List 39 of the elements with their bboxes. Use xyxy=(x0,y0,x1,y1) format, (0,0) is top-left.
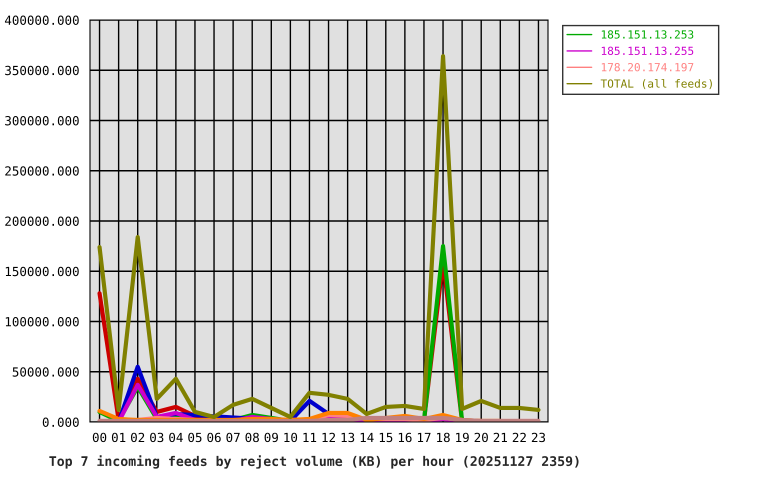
x-tick-label: 02 xyxy=(130,432,144,442)
legend-label: TOTAL (all feeds) xyxy=(600,79,712,90)
x-tick-label: 13 xyxy=(342,432,354,442)
y-tick-label: 100000.000 xyxy=(6,317,79,326)
y-tick-label: 350000.000 xyxy=(5,66,79,76)
x-tick-label: 19 xyxy=(456,432,469,442)
y-tick-label: 200000.000 xyxy=(5,216,79,226)
y-tick-label: 0.000 xyxy=(42,418,79,427)
x-tick-label: 23 xyxy=(532,432,546,442)
x-tick-label: 05 xyxy=(188,432,202,442)
x-tick-label: 06 xyxy=(207,432,221,442)
y-tick-label: 400000.000 xyxy=(4,16,79,25)
x-tick-label: 11 xyxy=(303,432,316,442)
x-tick-label: 17 xyxy=(418,432,431,442)
y-tick-label: 50000.000 xyxy=(12,367,79,377)
legend-label: 178.20.174.197 xyxy=(602,62,694,72)
x-tick-label: 10 xyxy=(284,432,298,442)
y-tick-label: 300000.000 xyxy=(5,116,79,126)
line-series xyxy=(97,54,541,420)
x-tick-label: 09 xyxy=(264,432,278,442)
x-tick-label: 20 xyxy=(474,432,488,442)
x-tick-label: 12 xyxy=(322,432,336,442)
y-tick-label: 250000.000 xyxy=(5,166,79,176)
legend-label: 185.151.13.253 xyxy=(602,30,694,39)
x-tick-label: 18 xyxy=(437,432,450,442)
x-tick-label: 04 xyxy=(169,432,183,442)
x-tick-label: 14 xyxy=(360,432,374,442)
x-tick-label: 15 xyxy=(380,432,392,442)
y-tick-label: 150000.000 xyxy=(6,266,79,276)
x-tick-label: 03 xyxy=(150,432,164,442)
x-tick-label: 07 xyxy=(226,432,240,442)
x-tick-label: 16 xyxy=(398,432,412,442)
x-tick-label: 01 xyxy=(112,432,126,442)
x-tick-label: 21 xyxy=(494,432,507,442)
legend-label: 185.151.13.255 xyxy=(602,46,694,56)
x-tick-label: 08 xyxy=(245,432,259,442)
x-tick-label: 22 xyxy=(512,432,526,442)
text: Top 7 incoming feeds by reject volume (KB) per hour (20251127 2359) xyxy=(49,455,579,469)
x-tick-label: 00 xyxy=(92,432,106,442)
